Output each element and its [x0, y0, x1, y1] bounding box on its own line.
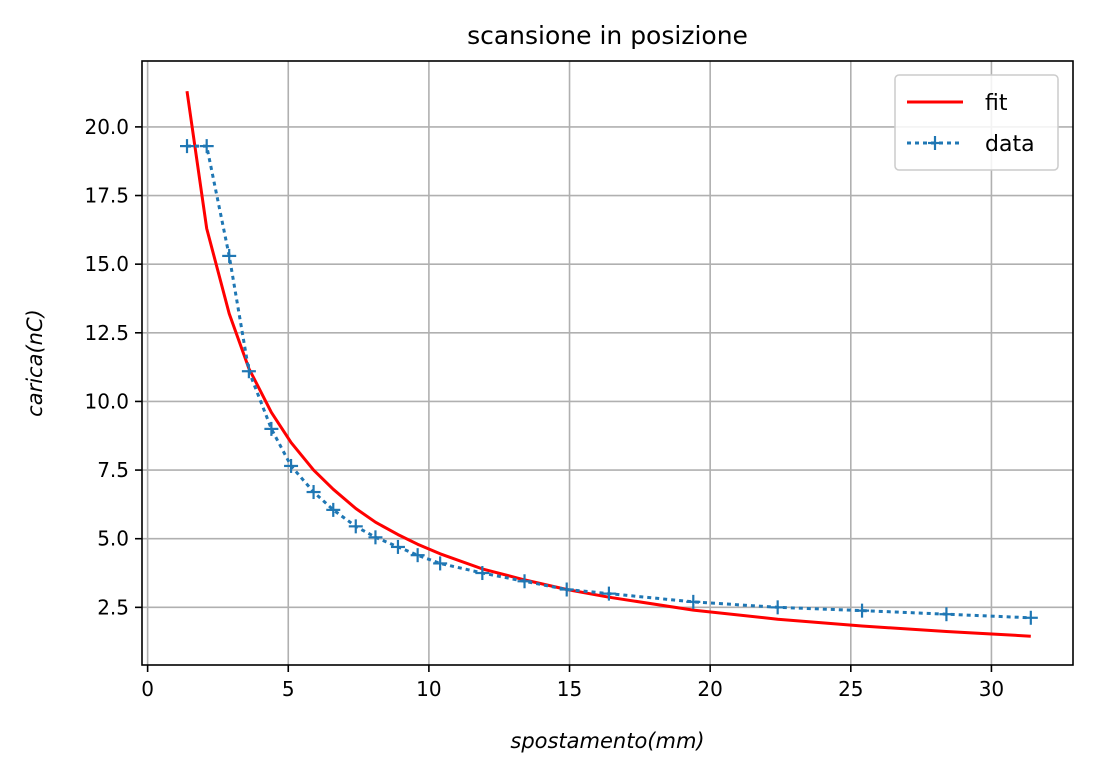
- legend-label-fit: fit: [985, 91, 1008, 116]
- series-line-data: [187, 144, 1031, 620]
- data-point: [284, 458, 299, 473]
- data-point: [686, 594, 701, 609]
- x-tick-label: 0: [141, 677, 154, 701]
- series-line-fit: [185, 90, 1031, 638]
- x-tick-label: 5: [282, 677, 295, 701]
- data-point: [180, 139, 195, 154]
- data-point: [348, 519, 363, 534]
- chart-title: scansione in posizione: [467, 21, 748, 50]
- data-point: [1023, 610, 1038, 625]
- data-point: [199, 139, 214, 154]
- y-tick-label: 2.5: [97, 595, 129, 619]
- legend-label-data: data: [985, 132, 1035, 157]
- series-layer: [180, 90, 1038, 638]
- y-tick-label: 15.0: [84, 252, 129, 276]
- data-point: [433, 556, 448, 571]
- plot-frame: [141, 60, 1074, 666]
- grid: [142, 61, 1073, 665]
- data-point: [306, 485, 321, 500]
- x-tick-label: 25: [838, 677, 863, 701]
- data-point: [559, 582, 574, 597]
- data-point: [390, 539, 405, 554]
- y-tick-label: 10.0: [84, 389, 129, 413]
- legend: fit data: [894, 74, 1059, 171]
- data-point: [241, 364, 256, 379]
- y-tick-label: 20.0: [84, 115, 129, 139]
- x-tick-label: 30: [979, 677, 1004, 701]
- data-point: [264, 421, 279, 436]
- y-axis-title: carica(nC): [23, 309, 47, 417]
- data-point: [517, 574, 532, 589]
- data-point: [939, 607, 954, 622]
- data-point: [475, 566, 490, 581]
- ticks: 0 5 10 15 20 25 30 2.5 5.0 7.5 10.0 12.5 15.0 17.5 20.…: [84, 115, 1004, 701]
- data-point: [855, 603, 870, 618]
- x-axis-title: spostamento(mm): [510, 729, 704, 753]
- data-point: [770, 600, 785, 615]
- data-point: [326, 502, 341, 517]
- y-tick-label: 17.5: [84, 184, 129, 208]
- data-point: [410, 548, 425, 563]
- data-point: [601, 586, 616, 601]
- x-tick-label: 10: [416, 677, 441, 701]
- y-tick-label: 5.0: [97, 527, 129, 551]
- y-tick-label: 12.5: [84, 321, 129, 345]
- data-point: [222, 248, 237, 263]
- data-point: [368, 530, 383, 545]
- x-tick-label: 20: [697, 677, 722, 701]
- y-tick-label: 7.5: [97, 458, 129, 482]
- x-tick-label: 15: [557, 677, 582, 701]
